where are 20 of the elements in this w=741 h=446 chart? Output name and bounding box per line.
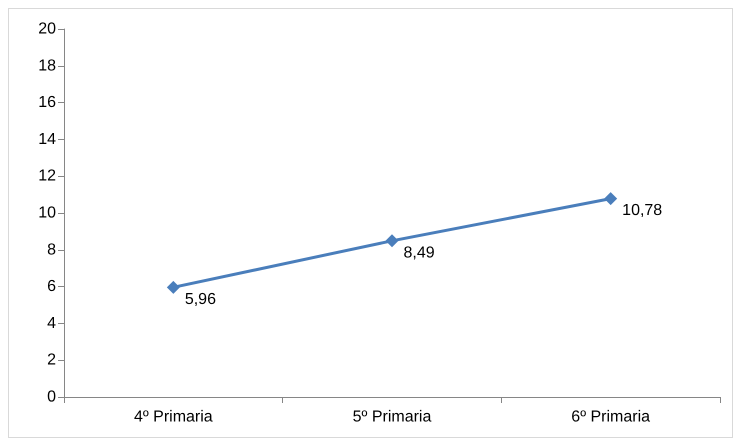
y-tick-label: 18 — [38, 57, 56, 74]
data-label: 5,96 — [184, 290, 216, 308]
y-tick-label: 2 — [47, 352, 56, 369]
y-tick-label: 20 — [38, 20, 56, 38]
y-tick-label: 10 — [38, 204, 56, 222]
x-tick-label: 6º Primaria — [571, 408, 650, 426]
point — [604, 192, 618, 206]
x-tick-label: 5º Primaria — [352, 408, 432, 426]
y-tick-label: 8 — [47, 241, 56, 258]
y-tick-label: 14 — [38, 130, 56, 148]
y-tick-label: 0 — [47, 388, 56, 406]
y-tick-label: 16 — [38, 94, 56, 112]
x-tick-label: 4º Primaria — [134, 408, 213, 426]
point — [166, 280, 180, 294]
data-label: 8,49 — [404, 244, 435, 262]
point — [386, 234, 398, 248]
data-label: 10,78 — [622, 202, 662, 220]
y-tick-label: 12 — [38, 168, 56, 185]
y-tick-label: 6 — [47, 278, 56, 296]
y-tick-label: 4 — [47, 314, 56, 332]
